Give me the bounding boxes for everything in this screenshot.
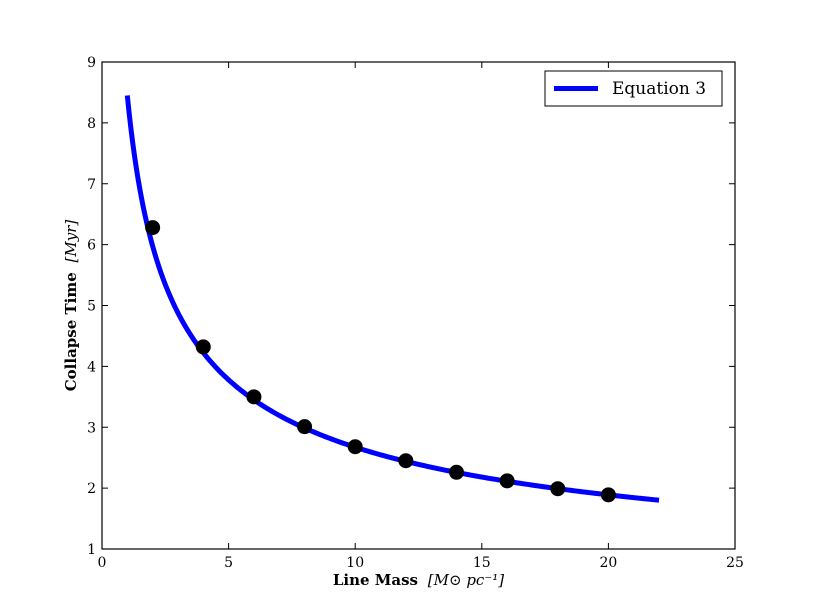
x-axis-label-unit: [M⊙ pc⁻¹] [428, 571, 504, 589]
data-point [600, 487, 616, 503]
x-axis-label: Line Mass [M⊙ pc⁻¹] [333, 571, 504, 589]
y-axis-label-main: Collapse Time [62, 272, 80, 391]
x-tick-label: 25 [726, 555, 744, 571]
data-point [550, 481, 566, 497]
x-axis-label-main: Line Mass [333, 571, 418, 589]
y-tick-label: 6 [87, 238, 96, 254]
y-tick-label: 8 [87, 116, 96, 132]
data-point [448, 464, 464, 480]
equation-3-line [124, 95, 660, 503]
data-points-group [145, 220, 616, 503]
data-point [145, 220, 161, 236]
y-tick-label: 4 [87, 359, 96, 375]
plot-area: 0 5 10 15 20 25 1 2 3 4 5 6 7 8 9 [87, 55, 744, 571]
y-tick-label: 7 [87, 177, 96, 193]
equation-curve-group [124, 95, 660, 503]
x-tick-label: 10 [346, 555, 364, 571]
legend-label-equation-3: Equation 3 [612, 79, 706, 99]
y-tick-label: 5 [87, 299, 96, 315]
x-tick-label: 20 [599, 555, 617, 571]
x-tick-label: 0 [98, 555, 107, 571]
y-tick-label: 3 [87, 420, 96, 436]
axes-frame [101, 61, 736, 550]
data-point [347, 439, 363, 455]
data-point [398, 453, 414, 469]
data-point [195, 339, 211, 355]
y-axis-label-unit: [Myr] [62, 220, 80, 263]
y-tick-label: 9 [87, 55, 96, 71]
y-axis-label: Collapse Time [Myr] [62, 220, 80, 392]
y-tick-label: 1 [87, 542, 96, 558]
x-tick-label: 15 [473, 555, 491, 571]
ticks-group: 0 5 10 15 20 25 1 2 3 4 5 6 7 8 9 [87, 55, 744, 571]
data-point [246, 389, 262, 405]
data-point [297, 419, 313, 435]
x-tick-label: 5 [224, 555, 233, 571]
y-tick-label: 2 [87, 481, 96, 497]
data-point [499, 473, 515, 489]
legend: Equation 3 [544, 70, 723, 107]
